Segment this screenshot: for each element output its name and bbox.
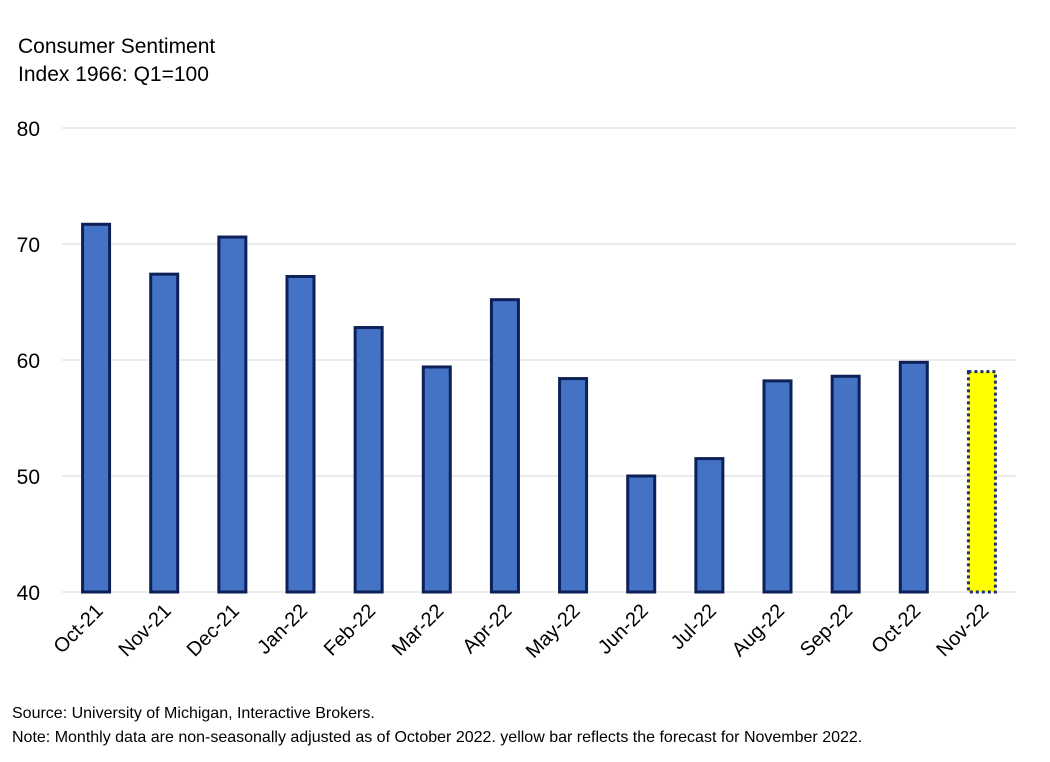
footnote: Note: Monthly data are non-seasonally ad… — [12, 729, 863, 746]
bar — [558, 377, 589, 594]
x-tick-label: Oct-22 — [867, 600, 925, 658]
bar — [149, 272, 180, 594]
chart-subtitle: Index 1966: Q1=100 — [18, 63, 209, 86]
bar — [694, 457, 725, 594]
x-tick-label: Nov-21 — [115, 600, 176, 661]
x-tick-label: May-22 — [522, 600, 585, 663]
bars — [81, 222, 997, 594]
bar — [830, 374, 861, 594]
x-tick-label: Dec-21 — [183, 600, 244, 661]
gridlines — [62, 127, 1016, 593]
y-tick-label: 40 — [17, 582, 40, 605]
x-axis-ticks: Oct-21 Nov-21 Dec-21 Jan-22 Feb-22 Mar-22 Apr-… — [50, 600, 994, 663]
bar — [353, 326, 384, 594]
forecast-bar — [966, 370, 997, 594]
bar — [762, 379, 793, 594]
x-tick-label: Feb-22 — [320, 600, 380, 660]
y-axis-ticks: 40 50 60 70 80 — [17, 118, 40, 605]
bar — [626, 474, 657, 594]
bar-chart: 40 50 60 70 80 Oct-21 Nov-21 Dec-21 Jan-22 Feb-2… — [17, 118, 1016, 663]
y-tick-label: 70 — [17, 234, 40, 257]
x-tick-label: Jan-22 — [253, 600, 312, 659]
bar — [489, 298, 520, 594]
x-tick-label: Jul-22 — [667, 600, 721, 654]
x-tick-label: Aug-22 — [728, 600, 789, 661]
x-tick-label: Nov-22 — [932, 600, 993, 661]
bar — [217, 235, 248, 594]
x-tick-label: Sep-22 — [796, 600, 857, 661]
x-tick-label: Mar-22 — [388, 600, 448, 660]
x-tick-label: Oct-21 — [50, 600, 108, 658]
bar — [285, 274, 316, 594]
x-tick-label: Apr-22 — [458, 600, 516, 658]
y-tick-label: 50 — [17, 466, 40, 489]
bar — [81, 222, 112, 594]
y-tick-label: 80 — [17, 118, 40, 141]
bar — [421, 365, 452, 594]
bar — [898, 360, 929, 594]
chart-title: Consumer Sentiment — [18, 35, 216, 58]
y-tick-label: 60 — [17, 350, 40, 373]
source-note: Source: University of Michigan, Interact… — [12, 705, 375, 722]
x-tick-label: Jun-22 — [594, 600, 653, 659]
